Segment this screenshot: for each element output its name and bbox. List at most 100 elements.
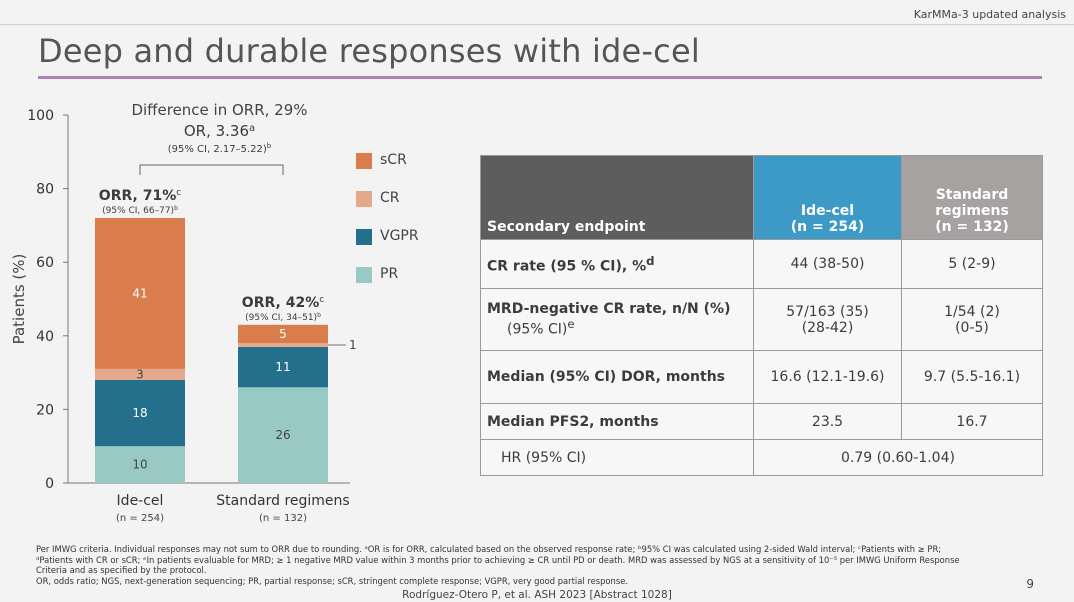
table-row: CR rate (95 % CI), %d 44 (38-50) 5 (2-9) (480, 239, 1043, 289)
odds-ratio-ci-label: (95% CI, 2.17–5.22)b (168, 142, 272, 155)
bar-segment-scr (238, 324, 328, 344)
bar-value-label: 18 (132, 406, 147, 420)
row-label: Median (95% CI) DOR, months (480, 350, 754, 404)
y-tick-label: 60 (36, 255, 54, 271)
bar-segment-scr (95, 218, 185, 369)
header-ide-cel-n: (n = 254) (790, 219, 865, 235)
title-divider (38, 76, 1042, 79)
orr-label: ORR, 71%c (99, 188, 181, 204)
y-axis-title: Patients (%) (10, 254, 28, 345)
legend-item-pr: PR (356, 264, 446, 284)
table-header-row: Secondary endpoint Ide-cel (n = 254) Sta… (480, 155, 1043, 240)
standard-value: 1/54 (2) (0-5) (901, 288, 1043, 351)
bar-segment-pr (95, 446, 185, 483)
x-category-sublabel: (n = 254) (116, 513, 164, 524)
bar-segment-vgpr (238, 346, 328, 388)
bar-segment-cr (95, 368, 185, 380)
footnote-line: Per IMWG criteria. Individual responses … (36, 544, 942, 554)
standard-value: 9.7 (5.5-16.1) (901, 350, 1043, 404)
odds-ratio-label: OR, 3.36a (184, 122, 255, 140)
orr-ci-label: (95% CI, 66–77)b (102, 205, 178, 217)
stacked-bar-chart: 0 20 40 60 80 100 Patients (%) Ide-cel (n = 254)… (10, 101, 357, 524)
legend-swatch (356, 229, 372, 245)
legend-label: CR (380, 190, 400, 206)
standard-value-line1: 1/54 (2) (944, 303, 1000, 320)
standard-value-line2: (0-5) (955, 319, 989, 336)
bar-segment-pr (238, 387, 328, 483)
legend-swatch (356, 191, 372, 207)
header-standard-line2: regimens (935, 203, 1009, 219)
bar-value-label: 3 (136, 367, 144, 381)
ide-cel-value: 23.5 (753, 403, 902, 440)
hr-value: 0.79 (0.60-1.04) (753, 439, 1043, 476)
bar-value-label: 1 (349, 338, 357, 352)
legend-label: sCR (380, 152, 407, 168)
y-tick-label: 40 (36, 329, 54, 345)
standard-value: 5 (2-9) (901, 239, 1043, 289)
study-label: KarMMa-3 updated analysis (913, 8, 1066, 21)
row-label-text: MRD-negative CR rate, n/N (%) (487, 301, 731, 318)
row-label: CR rate (95 % CI), %d (480, 239, 754, 289)
row-sublabel: (95% CI)e (487, 317, 747, 338)
table-row: MRD-negative CR rate, n/N (%) (95% CI)e 5… (480, 288, 1043, 351)
orr-ci-label: (95% CI, 34–51)b (245, 311, 321, 323)
table-row: HR (95% CI) 0.79 (0.60-1.04) (480, 439, 1043, 476)
ide-cel-value-line1: 57/163 (35) (786, 303, 869, 320)
x-category-label: Standard regimens (216, 493, 349, 509)
y-tick-label: 20 (36, 402, 54, 418)
legend-label: PR (380, 266, 399, 282)
legend-item-scr: sCR (356, 150, 446, 170)
header-standard-n: (n = 132) (935, 219, 1009, 235)
table-row: Median PFS2, months 23.5 16.7 (480, 403, 1043, 440)
bar-value-label: 10 (132, 458, 147, 472)
citation: Rodríguez-Otero P, et al. ASH 2023 [Abst… (402, 589, 672, 601)
header-endpoint: Secondary endpoint (480, 155, 754, 240)
footnote-line: ᵈPatients with CR or sCR; ᵉIn patients e… (36, 554, 960, 565)
ide-cel-value: 44 (38-50) (753, 239, 902, 289)
top-bar: KarMMa-3 updated analysis (0, 0, 1074, 28)
row-label-sup: d (646, 253, 655, 268)
difference-orr-label: Difference in ORR, 29% (131, 101, 307, 119)
legend-swatch (356, 153, 372, 169)
hr-label-text: HR (95% CI) (501, 449, 587, 466)
table-row: Median (95% CI) DOR, months 16.6 (12.1-1… (480, 350, 1043, 404)
bar-value-label: 11 (275, 360, 290, 374)
x-category-label: Ide-cel (117, 493, 164, 509)
legend-item-vgpr: VGPR (356, 226, 446, 246)
chart-axes: 0 20 40 60 80 100 Patients (%) Ide-cel (n = 254)… (10, 108, 350, 524)
row-label-text: CR rate (95 % CI), % (487, 258, 647, 275)
footnote-line: Criteria and as specified by the protoco… (36, 565, 207, 575)
y-tick-label: 100 (27, 108, 54, 124)
footnote-line: OR, odds ratio; NGS, next-generation seq… (36, 575, 629, 586)
header-ide-cel-name: Ide-cel (800, 203, 855, 219)
legend-label: VGPR (380, 228, 419, 244)
header-standard-line1: Standard (935, 187, 1009, 203)
top-divider (0, 24, 1074, 25)
x-category-sublabel: (n = 132) (259, 513, 307, 524)
ide-cel-value-line2: (28-42) (801, 319, 854, 336)
orr-label: ORR, 42%c (242, 295, 324, 311)
bar-segment-vgpr (95, 379, 185, 447)
secondary-endpoint-table: Secondary endpoint Ide-cel (n = 254) Sta… (480, 155, 1043, 476)
page-number: 9 (1026, 577, 1034, 591)
standard-value: 16.7 (901, 403, 1043, 440)
row-sublabel-text: (95% CI) (507, 321, 568, 338)
row-label: MRD-negative CR rate, n/N (%) (95% CI)e (480, 288, 754, 351)
row-sublabel-sup: e (567, 317, 575, 332)
row-label: Median PFS2, months (480, 403, 754, 440)
y-tick-label: 0 (45, 476, 54, 492)
bar-value-label: 41 (132, 286, 147, 300)
comparison-bracket (139, 164, 284, 175)
ide-cel-value: 57/163 (35) (28-42) (753, 288, 902, 351)
hr-label: HR (95% CI) (480, 439, 754, 476)
header-standard: Standard regimens (n = 132) (901, 155, 1043, 240)
legend-swatch (356, 267, 372, 283)
bar-value-label: 26 (275, 428, 290, 442)
footnotes: Per IMWG criteria. Individual responses … (36, 544, 1026, 586)
header-ide-cel: Ide-cel (n = 254) (753, 155, 902, 240)
bar-value-label: 5 (279, 327, 287, 341)
slide-title: Deep and durable responses with ide-cel (38, 32, 700, 70)
y-tick-label: 80 (36, 182, 54, 198)
